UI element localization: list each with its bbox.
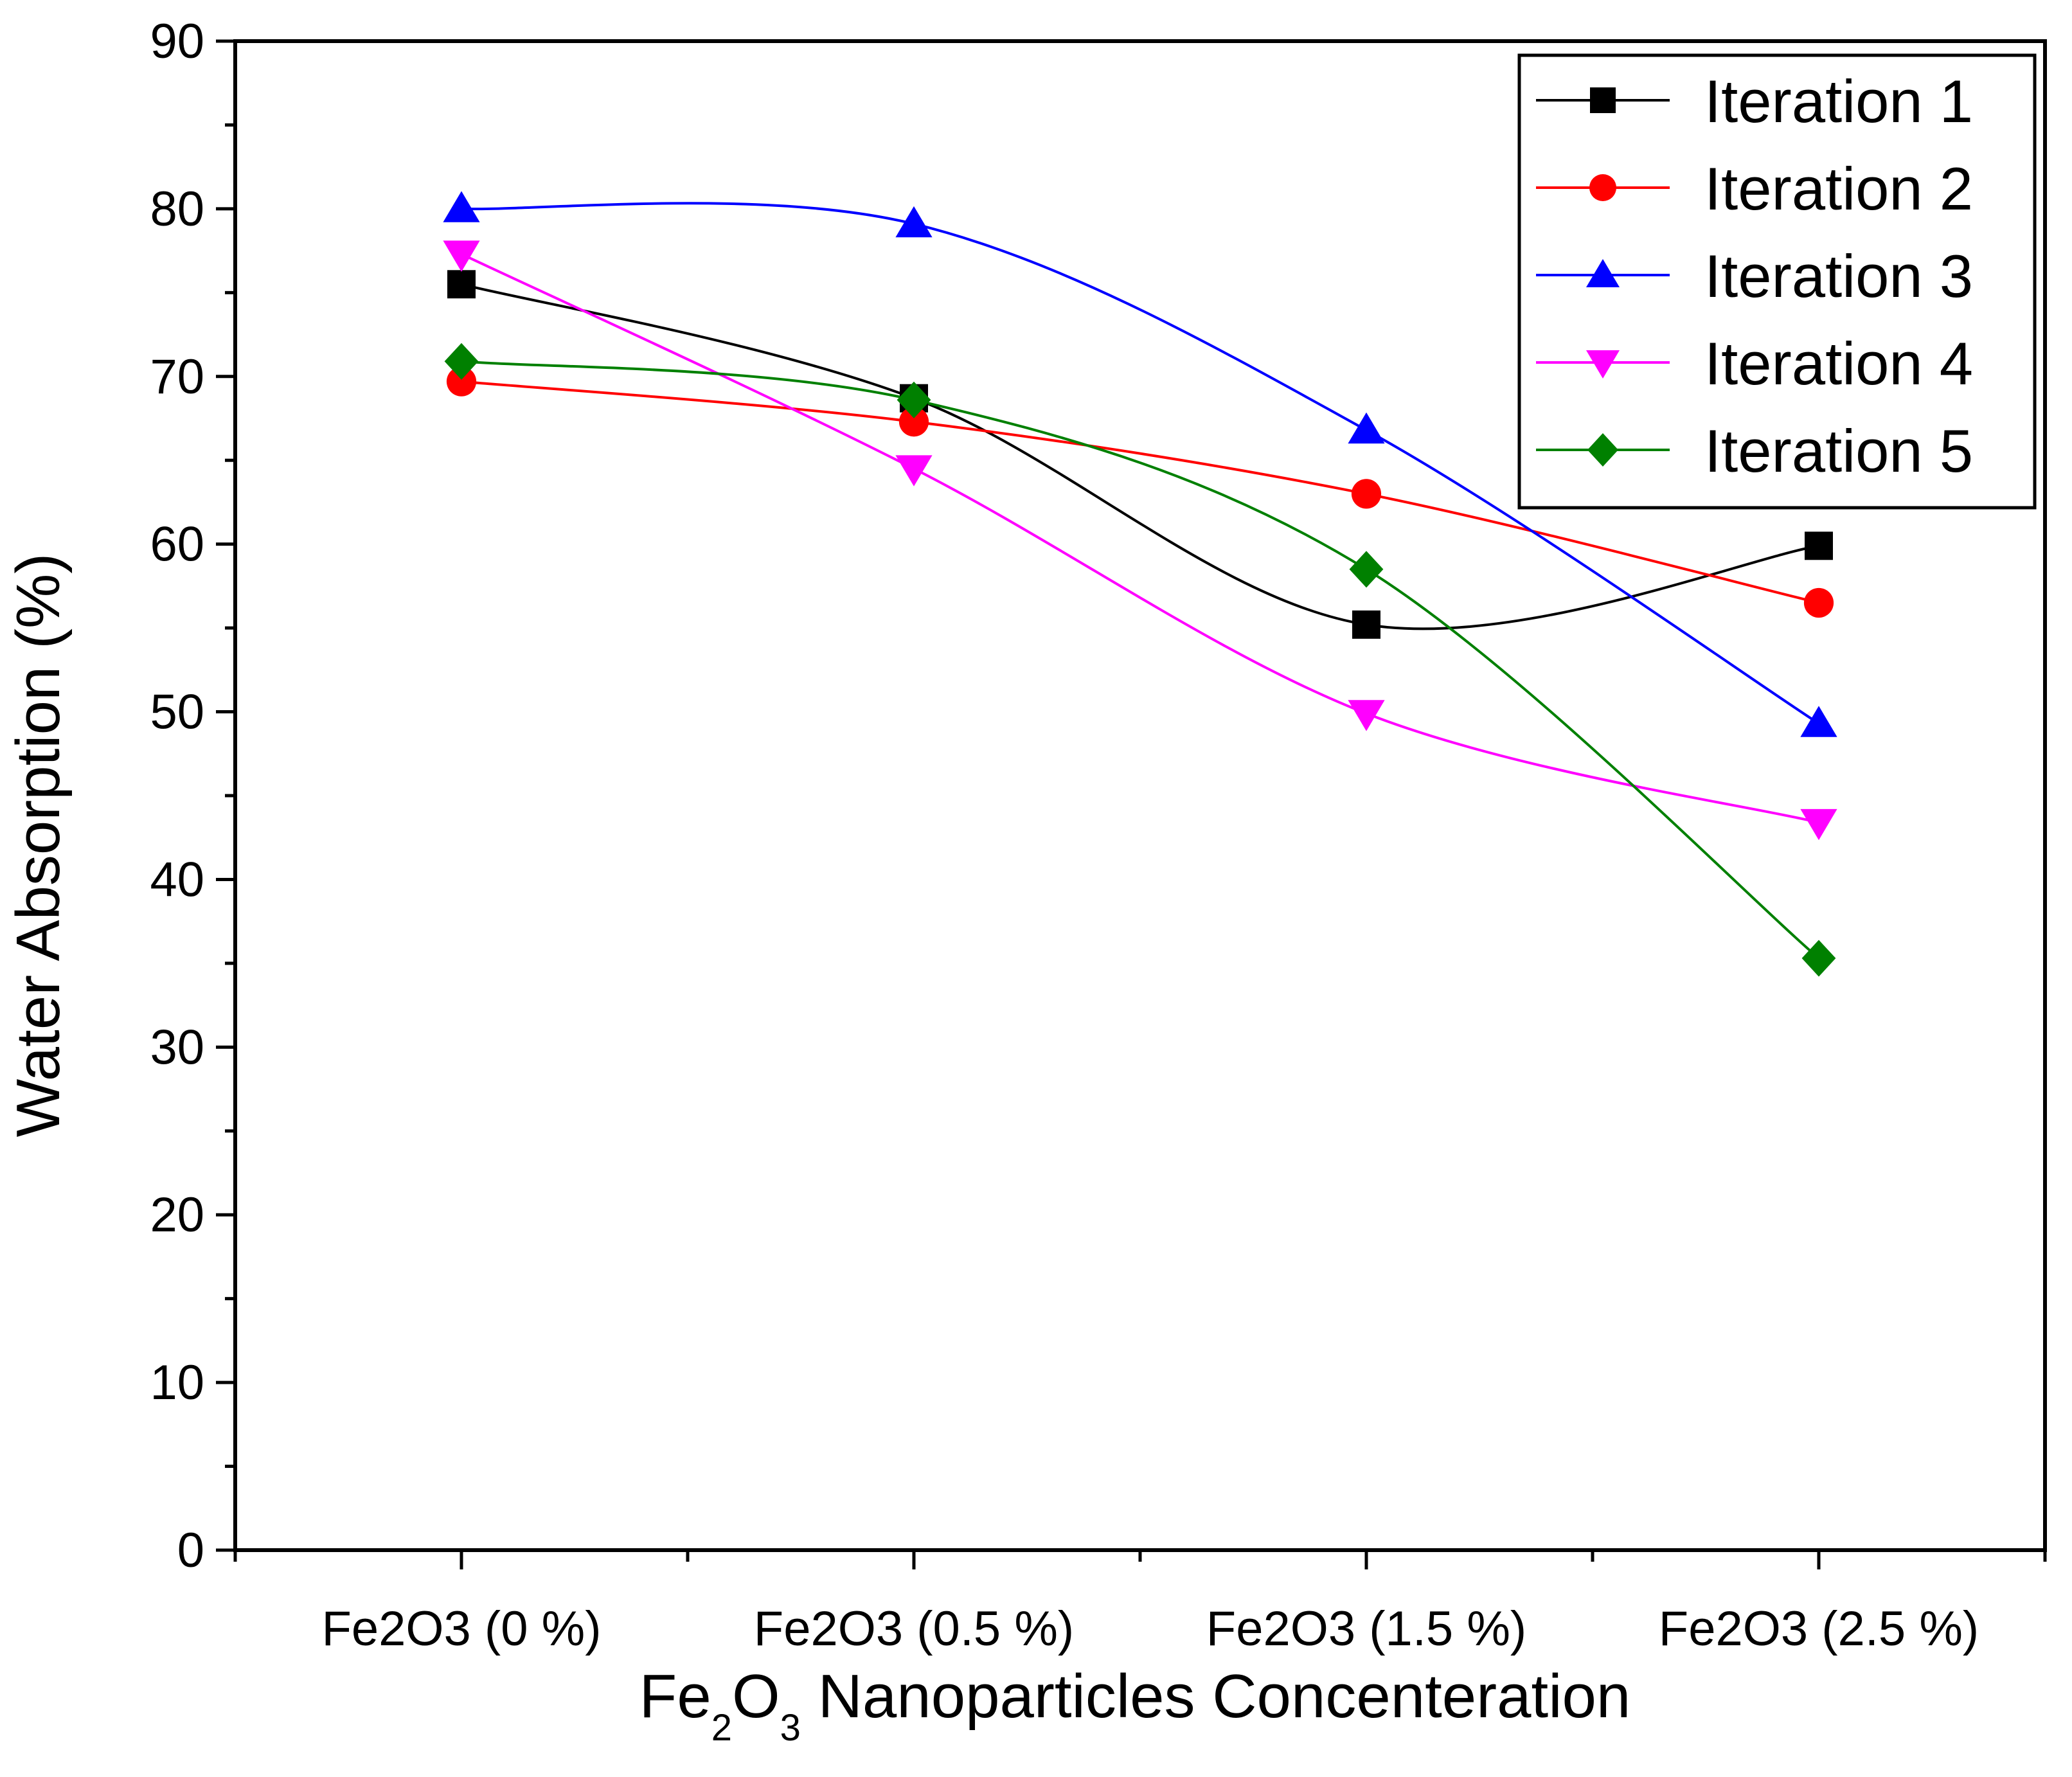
x-axis-title-part: Nanoparticles Concenteration: [801, 1662, 1630, 1731]
series-line-5: [461, 360, 1820, 960]
y-tick-label: 10: [150, 1355, 204, 1410]
data-point-series-3: [1800, 706, 1837, 737]
data-point-series-5: [1801, 940, 1836, 977]
series-line-3: [461, 202, 1820, 725]
legend-label-1: Iteration 1: [1704, 67, 1973, 135]
x-tick-label: Fe2O3 (0 %): [321, 1602, 601, 1656]
y-tick-label: 50: [150, 685, 204, 740]
y-tick-label: 90: [150, 14, 204, 69]
y-tick-label: 80: [150, 182, 204, 237]
data-point-series-3: [443, 191, 480, 222]
series-line-1: [461, 283, 1819, 630]
y-tick-label: 40: [150, 852, 204, 907]
data-point-series-4: [895, 455, 933, 487]
x-axis-title-part: Fe: [639, 1662, 711, 1731]
data-point-series-5: [1349, 551, 1384, 588]
x-axis-title-part: O: [732, 1662, 780, 1731]
x-tick-label: Fe2O3 (0.5 %): [754, 1602, 1074, 1656]
x-axis-title: Fe2O3 Nanoparticles Concenteration: [639, 1662, 1631, 1749]
data-point-series-4: [1348, 700, 1385, 731]
data-point-series-2: [898, 407, 929, 437]
y-tick-label: 30: [150, 1020, 204, 1075]
y-axis-title-group: Water Absorption (%): [4, 553, 73, 1138]
series-line-4: [461, 253, 1819, 824]
data-point-series-2: [1803, 587, 1834, 618]
data-point-series-4: [1800, 808, 1837, 841]
legend-marker-3: [1586, 259, 1620, 287]
legend-marker-4: [1586, 350, 1620, 379]
data-point-series-3: [1348, 412, 1385, 444]
data-point-series-5: [897, 381, 931, 418]
y-tick-label: 60: [150, 517, 204, 572]
y-tick-label: 20: [150, 1188, 204, 1242]
legend-label-4: Iteration 4: [1704, 330, 1973, 397]
legend-label-5: Iteration 5: [1704, 417, 1973, 485]
data-point-series-2: [446, 366, 477, 397]
legend-marker-1: [1590, 87, 1616, 113]
y-tick-label: 70: [150, 350, 204, 404]
data-point-series-5: [444, 343, 479, 380]
legend-label-2: Iteration 2: [1704, 155, 1973, 222]
y-tick-label: 0: [177, 1523, 204, 1578]
x-axis-title-subscript: 3: [780, 1707, 801, 1749]
legend-marker-5: [1587, 433, 1618, 467]
data-point-series-1: [1352, 610, 1380, 639]
x-axis-title-subscript: 2: [711, 1707, 732, 1749]
data-point-series-4: [443, 240, 480, 272]
y-axis-title: Water Absorption (%): [4, 553, 73, 1138]
x-tick-label: Fe2O3 (1.5 %): [1206, 1602, 1526, 1656]
x-tick-label: Fe2O3 (2.5 %): [1659, 1602, 1979, 1656]
data-point-series-2: [1351, 479, 1382, 509]
data-point-series-1: [447, 270, 476, 299]
plot-area: 0 10 20 30 40 50 60 70 80 90 Fe2O3 (0 %) Fe2O3 (0.5…: [150, 14, 2047, 1656]
legend-marker-2: [1589, 174, 1616, 201]
legend-label-3: Iteration 3: [1704, 242, 1973, 310]
legend: Iteration 1 Iteration 2 Iteration 3 Iterati…: [1517, 53, 2037, 510]
series-line-2: [461, 380, 1819, 604]
data-point-series-1: [1805, 531, 1833, 560]
data-point-series-3: [895, 206, 933, 238]
